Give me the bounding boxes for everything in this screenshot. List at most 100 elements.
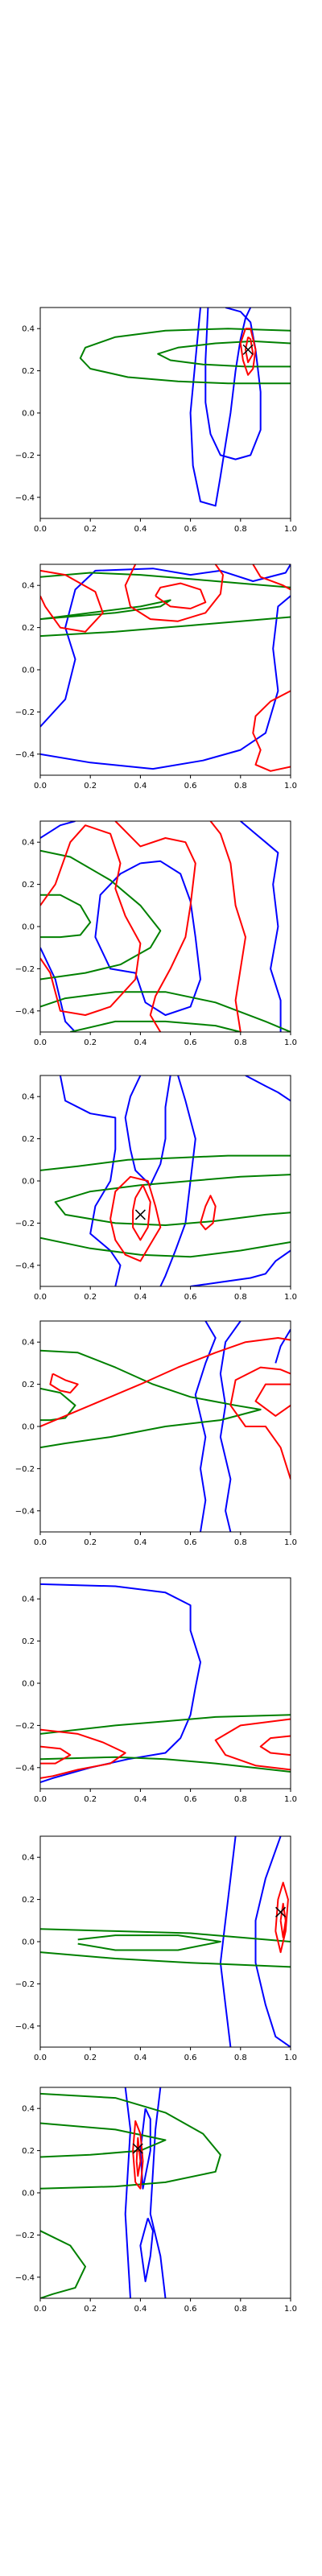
red-contour-line — [40, 1728, 126, 1779]
blue-contour-line — [240, 821, 282, 1032]
blue-contour-line — [159, 1075, 196, 1286]
y-tick-label: −0.2 — [15, 452, 35, 460]
red-contour-line — [132, 2120, 144, 2190]
green-contour-line — [40, 1714, 291, 1735]
y-tick-label: −0.4 — [15, 1007, 35, 1016]
y-tick-label: 0.2 — [22, 1135, 35, 1144]
red-contour-line — [229, 1366, 291, 1480]
x-tick-label: 0.0 — [34, 2305, 47, 2314]
x-marker-stroke — [134, 1209, 146, 1220]
x-tick-label: 0.8 — [234, 525, 247, 534]
green-contour-line — [40, 1349, 262, 1449]
green-contour-line — [40, 599, 171, 621]
x-tick-label: 0.6 — [184, 782, 197, 791]
x-tick-label: 0.6 — [184, 1293, 197, 1302]
y-tick-label: −0.2 — [15, 708, 35, 717]
y-tick-label: 0.2 — [22, 881, 35, 890]
y-tick-label: 0.4 — [22, 1339, 35, 1348]
red-contour-line — [200, 1195, 217, 1231]
y-tick-label: −0.2 — [15, 1722, 35, 1731]
x-tick-label: 0.4 — [134, 2054, 147, 2062]
blue-contour-line — [204, 308, 262, 460]
y-tick-label: 0.2 — [22, 1896, 35, 1905]
contour-group — [40, 1836, 291, 2047]
y-tick-label: −0.4 — [15, 750, 35, 759]
x-tick-label: 0.0 — [34, 782, 47, 791]
y-tick-label: 0.0 — [22, 1423, 35, 1432]
contour-group — [40, 1583, 291, 1784]
contour-group — [40, 564, 291, 772]
x-tick-label: 1.0 — [284, 2305, 297, 2314]
y-tick-label: −0.2 — [15, 1465, 35, 1474]
x-tick-label: 0.0 — [34, 1038, 47, 1047]
plot-panel-5: 0.0 0.2 0.4 0.6 0.8 1.0 0.4 0.2 0.0 −0.2 −0.4 — [15, 1320, 297, 1547]
red-contour-line — [259, 1735, 291, 1757]
x-tick-label: 1.0 — [284, 525, 297, 534]
blue-contour-line — [40, 564, 291, 728]
y-tick-label: 0.4 — [22, 1093, 35, 1102]
blue-contour-line — [219, 1836, 237, 2047]
red-contour-line — [124, 564, 224, 622]
x-tick-label: 0.0 — [34, 1293, 47, 1302]
green-contour-line — [54, 1174, 291, 1226]
y-tick-label: 0.4 — [22, 839, 35, 848]
red-contour-line — [239, 328, 257, 376]
green-contour-line — [40, 616, 291, 638]
red-contour-line — [254, 1383, 291, 1417]
green-contour-line — [40, 1928, 291, 1942]
x-tick-label: 0.6 — [184, 2305, 197, 2314]
x-tick-label: 0.8 — [234, 1293, 247, 1302]
contour-group — [40, 1321, 291, 1532]
axes-frame — [39, 1835, 291, 2048]
blue-contour-line — [40, 595, 291, 770]
green-contour-line — [40, 572, 291, 588]
x-tick-label: 0.0 — [34, 525, 47, 534]
red-contour-line — [49, 1373, 79, 1394]
y-tick-label: 0.0 — [22, 2190, 35, 2198]
x-tick-label: 0.2 — [84, 1795, 97, 1804]
red-contour-line — [252, 564, 291, 591]
x-tick-label: 0.6 — [184, 1038, 197, 1047]
y-tick-label: −0.2 — [15, 2231, 35, 2240]
x-tick-label: 0.8 — [234, 2054, 247, 2062]
y-tick-label: 0.2 — [22, 2147, 35, 2156]
y-tick-label: −0.4 — [15, 1261, 35, 1270]
red-contour-line — [155, 582, 207, 609]
blue-contour-line — [139, 2218, 154, 2282]
red-contour-line — [109, 1175, 162, 1262]
green-contour-line — [40, 2230, 86, 2298]
x-marker — [242, 344, 254, 355]
y-tick-label: 0.0 — [22, 410, 35, 419]
contour-group — [40, 1075, 291, 1286]
plot-panel-2: 0.0 0.2 0.4 0.6 0.8 1.0 0.4 0.2 0.0 −0.2 −0.4 — [15, 564, 297, 791]
x-tick-label: 0.2 — [84, 1293, 97, 1302]
blue-contour-line — [59, 1075, 122, 1286]
x-tick-label: 0.8 — [234, 1038, 247, 1047]
green-contour-line — [40, 2122, 167, 2158]
y-tick-label: 0.0 — [22, 667, 35, 675]
y-tick-label: 0.0 — [22, 1680, 35, 1689]
green-contour-line — [40, 2092, 221, 2190]
red-contour-line — [214, 1718, 291, 1771]
x-tick-label: 0.8 — [234, 1538, 247, 1547]
x-tick-label: 1.0 — [284, 1038, 297, 1047]
blue-contour-line — [124, 2087, 131, 2298]
red-contour-line — [275, 1881, 289, 1954]
y-tick-label: 0.0 — [22, 1178, 35, 1187]
blue-contour-line — [245, 1075, 291, 1102]
x-tick-label: 0.0 — [34, 2054, 47, 2062]
green-contour-line — [79, 328, 291, 385]
y-tick-label: 0.4 — [22, 1854, 35, 1863]
x-marker-stroke — [275, 1906, 287, 1918]
x-tick-label: 0.0 — [34, 1538, 47, 1547]
green-contour-line — [70, 1020, 242, 1032]
contour-group — [40, 821, 291, 1032]
y-tick-label: −0.2 — [15, 1220, 35, 1228]
plot-panel-3: 0.0 0.2 0.4 0.6 0.8 1.0 0.4 0.2 0.0 −0.2 −0.4 — [15, 820, 297, 1047]
blue-contour-line — [94, 860, 201, 1016]
red-contour-line — [40, 1745, 72, 1765]
x-tick-label: 0.2 — [84, 2305, 97, 2314]
red-contour-line — [40, 1337, 291, 1427]
y-tick-label: 0.4 — [22, 2105, 35, 2114]
x-tick-label: 1.0 — [284, 1538, 297, 1547]
